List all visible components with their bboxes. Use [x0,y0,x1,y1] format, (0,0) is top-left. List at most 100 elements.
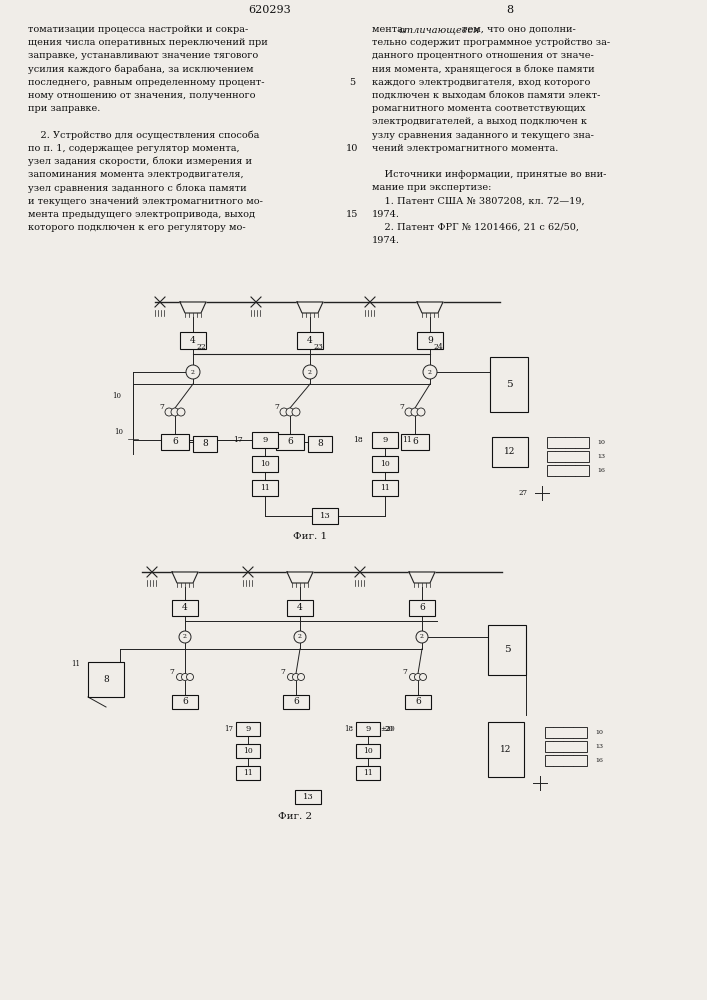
Text: 12: 12 [501,746,512,754]
Text: 6: 6 [172,438,178,446]
Text: 8: 8 [317,440,323,448]
Circle shape [294,631,306,643]
Text: 13: 13 [595,744,603,748]
Bar [492,437,528,467]
Bar [236,722,260,736]
Bar [287,600,313,616]
Bar [545,727,587,738]
Text: запоминания момента электродвигателя,: запоминания момента электродвигателя, [28,170,244,179]
Text: 5: 5 [503,646,510,654]
Circle shape [179,631,191,643]
Text: 17: 17 [224,725,233,733]
Bar [308,436,332,452]
Text: каждого электродвигателя, вход которого: каждого электродвигателя, вход которого [372,78,590,87]
Text: 10: 10 [346,144,358,153]
Text: 6: 6 [412,438,418,446]
Bar [236,744,260,758]
Bar [488,722,524,777]
Circle shape [405,408,413,416]
Polygon shape [297,302,323,313]
Text: заправке, устанавливают значение тягового: заправке, устанавливают значение тяговог… [28,51,258,60]
Bar [545,755,587,766]
Text: 10: 10 [115,428,124,436]
Circle shape [416,631,428,643]
Circle shape [171,408,179,416]
Text: 10: 10 [260,460,270,468]
Text: томатизации процесса настройки и сокра-: томатизации процесса настройки и сокра- [28,25,248,34]
Text: мента,: мента, [372,25,409,34]
Circle shape [165,408,173,416]
Text: узлу сравнения заданного и текущего зна-: узлу сравнения заданного и текущего зна- [372,131,594,140]
Text: 13: 13 [320,512,330,520]
Text: усилия каждого барабана, за исключением: усилия каждого барабана, за исключением [28,65,254,74]
Text: 16: 16 [595,758,603,762]
Text: 10: 10 [595,730,603,734]
Text: 1. Патент США № 3807208, кл. 72—19,: 1. Патент США № 3807208, кл. 72—19, [372,197,585,206]
Polygon shape [287,572,313,583]
Circle shape [293,674,300,680]
Text: чений электромагнитного момента.: чений электромагнитного момента. [372,144,559,153]
Text: данного процентного отношения от значе-: данного процентного отношения от значе- [372,51,594,60]
Bar [88,662,124,697]
Bar [417,332,443,349]
Text: 11: 11 [380,484,390,492]
Text: 22: 22 [196,343,206,351]
Bar [490,357,528,412]
Bar [276,434,304,450]
Text: и текущего значений электромагнитного мо-: и текущего значений электромагнитного мо… [28,197,263,206]
Text: Фиг. 1: Фиг. 1 [293,532,327,541]
Circle shape [417,408,425,416]
Text: 620293: 620293 [249,5,291,15]
Bar [372,480,398,496]
Bar [252,456,278,472]
Bar [547,465,589,476]
Text: ромагнитного момента соответствующих: ромагнитного момента соответствующих [372,104,585,113]
Text: узел сравнения заданного с блока памяти: узел сравнения заданного с блока памяти [28,183,247,193]
Text: щения числа оперативных переключений при: щения числа оперативных переключений при [28,38,268,47]
Text: 7: 7 [274,403,279,411]
Text: 16: 16 [597,468,605,473]
Text: которого подключен к его регулятору мо-: которого подключен к его регулятору мо- [28,223,245,232]
Circle shape [419,674,426,680]
Text: узел задания скорости, блоки измерения и: узел задания скорости, блоки измерения и [28,157,252,166]
Text: ±20: ±20 [380,725,395,733]
Text: 1974.: 1974. [372,210,400,219]
Text: Фиг. 2: Фиг. 2 [278,812,312,821]
Bar [409,600,435,616]
Bar [312,508,338,524]
Circle shape [414,674,421,680]
Text: 9: 9 [262,436,268,444]
Text: 9: 9 [382,436,387,444]
Text: подключен к выходам блоков памяти элект-: подключен к выходам блоков памяти элект- [372,91,600,100]
Circle shape [411,408,419,416]
Text: 10: 10 [363,747,373,755]
Text: 27: 27 [519,489,528,497]
Text: 8: 8 [202,440,208,448]
Polygon shape [417,302,443,313]
Text: 2: 2 [428,369,432,374]
Bar [547,437,589,448]
Text: 2: 2 [183,635,187,640]
Bar [356,766,380,780]
Polygon shape [172,572,198,583]
Text: 18: 18 [354,436,363,444]
Text: 10: 10 [597,440,605,444]
Text: 4: 4 [182,603,188,612]
Text: ному отношению от значения, полученного: ному отношению от значения, полученного [28,91,255,100]
Text: 8: 8 [103,676,109,684]
Text: тельно содержит программное устройство за-: тельно содержит программное устройство з… [372,38,610,47]
Circle shape [177,674,184,680]
Text: 13: 13 [597,454,605,458]
Text: 4: 4 [307,336,313,345]
Bar [545,741,587,752]
Text: 9: 9 [245,725,251,733]
Text: 10: 10 [380,460,390,468]
Bar [180,332,206,349]
Circle shape [177,408,185,416]
Bar [372,456,398,472]
Circle shape [298,674,305,680]
Text: при заправке.: при заправке. [28,104,100,113]
Text: мента предыдущего электропривода, выход: мента предыдущего электропривода, выход [28,210,255,219]
Text: 11: 11 [260,484,270,492]
Bar [356,744,380,758]
